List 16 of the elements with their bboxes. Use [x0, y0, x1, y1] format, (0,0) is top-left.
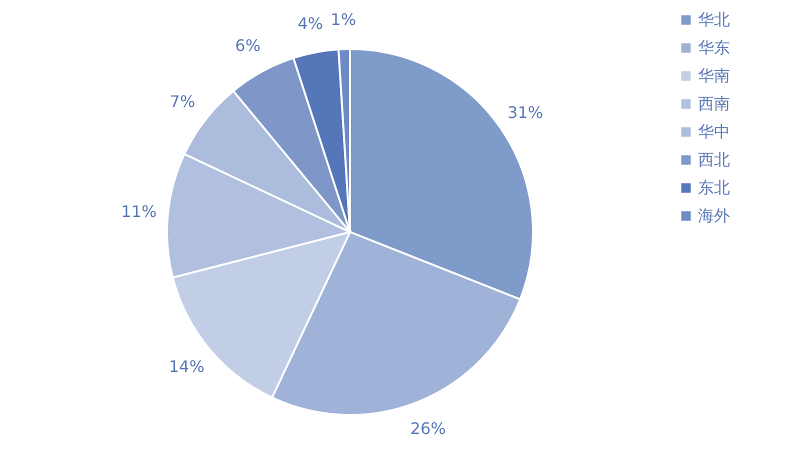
legend-label: 东北: [698, 178, 730, 197]
data-label: 14%: [168, 357, 204, 376]
legend-label: 西北: [698, 150, 730, 169]
legend-label: 华东: [698, 38, 730, 57]
data-label: 31%: [508, 102, 544, 122]
legend-label: 华北: [698, 10, 730, 29]
data-label: 11%: [121, 202, 157, 222]
data-label: 6%: [235, 36, 261, 56]
data-label: 7%: [170, 92, 196, 112]
data-label: 4%: [298, 14, 323, 33]
data-label: 26%: [410, 419, 446, 438]
legend-label: 华中: [698, 122, 730, 141]
data-label: 1%: [330, 10, 356, 30]
legend-label: 海外: [698, 206, 730, 225]
legend-label: 西南: [698, 94, 730, 113]
legend-label: 华南: [698, 66, 730, 85]
